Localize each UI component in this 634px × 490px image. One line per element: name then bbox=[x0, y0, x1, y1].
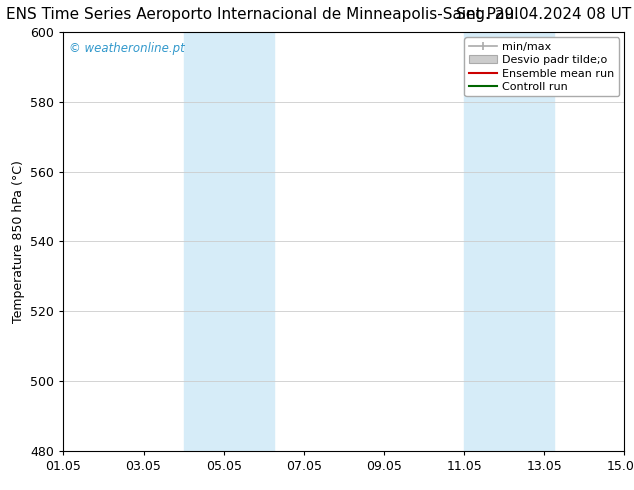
Y-axis label: Temperature 850 hPa (°C): Temperature 850 hPa (°C) bbox=[12, 160, 25, 323]
Bar bbox=[184, 32, 274, 451]
Text: Seg. 29.04.2024 08 UT: Seg. 29.04.2024 08 UT bbox=[456, 7, 631, 23]
Text: ENS Time Series Aeroporto Internacional de Minneapolis-Saint Paul: ENS Time Series Aeroporto Internacional … bbox=[6, 7, 519, 23]
Bar bbox=[464, 32, 554, 451]
Legend: min/max, Desvio padr tilde;o, Ensemble mean run, Controll run: min/max, Desvio padr tilde;o, Ensemble m… bbox=[465, 37, 619, 97]
Text: © weatheronline.pt: © weatheronline.pt bbox=[69, 42, 184, 55]
